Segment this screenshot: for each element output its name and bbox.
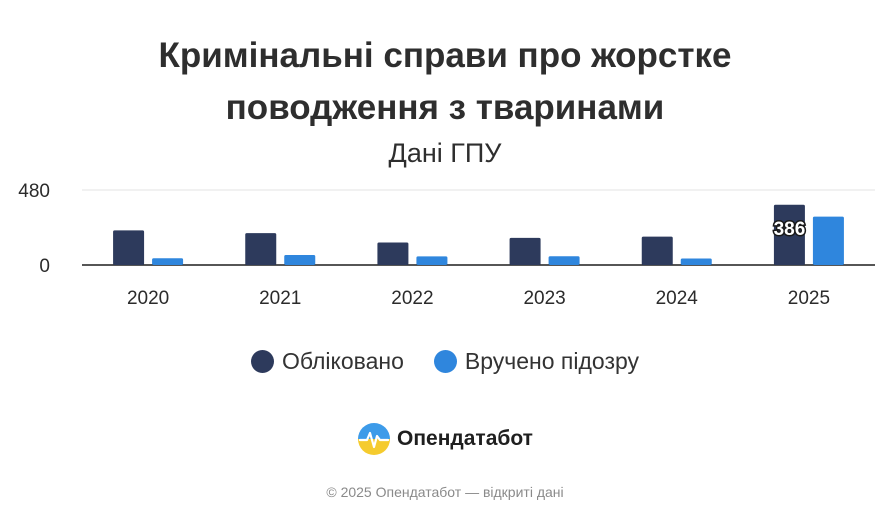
legend: Обліковано Вручено підозру bbox=[0, 348, 890, 375]
y-tick-label: 0 bbox=[39, 256, 50, 277]
bar-registered-2020 bbox=[113, 230, 145, 265]
chart-title-line-2: поводження з тваринами bbox=[225, 88, 665, 127]
legend-swatch-suspicion bbox=[433, 350, 457, 373]
bar-suspicion-2023 bbox=[548, 256, 580, 265]
x-tick-label: 2022 bbox=[391, 288, 433, 309]
brand[interactable]: Опендатабот bbox=[0, 422, 890, 456]
bar-suspicion-2024 bbox=[680, 258, 712, 265]
y-tick-label: 480 bbox=[18, 181, 50, 202]
footer-copyright: © 2025 Опендатабот — відкриті дані bbox=[326, 484, 564, 500]
x-tick-label: 2021 bbox=[259, 288, 301, 309]
bar-suspicion-2020 bbox=[152, 258, 184, 265]
bar-registered-2025 bbox=[773, 204, 805, 265]
x-tick-label: 2025 bbox=[788, 288, 830, 309]
bar-suspicion-2022 bbox=[416, 256, 448, 265]
legend-label-suspicion: Вручено підозру bbox=[464, 348, 640, 374]
x-tick-label: 2024 bbox=[656, 288, 699, 309]
chart-title: Кримінальні справи про жорстке поводженн… bbox=[0, 30, 890, 134]
bar-registered-2021 bbox=[245, 233, 277, 265]
legend-label-registered: Обліковано bbox=[281, 348, 404, 374]
legend-item-suspicion[interactable]: Вручено підозру bbox=[433, 348, 640, 375]
bar-registered-2024 bbox=[641, 236, 673, 265]
chart-subtitle: Дані ГПУ bbox=[388, 138, 502, 168]
bar-suspicion-2025 bbox=[812, 216, 844, 265]
bar-registered-2022 bbox=[377, 242, 409, 265]
brand-name: Опендатабот bbox=[397, 427, 533, 450]
bar-suspicion-2021 bbox=[284, 255, 316, 265]
bar-registered-2023 bbox=[509, 237, 541, 265]
legend-swatch-registered bbox=[250, 350, 274, 373]
x-tick-label: 2023 bbox=[523, 288, 565, 309]
chart-title-line-1: Кримінальні справи про жорстке bbox=[158, 36, 732, 75]
heartbeat-logo-icon bbox=[358, 423, 391, 455]
x-tick-label: 2020 bbox=[127, 288, 169, 309]
legend-item-registered[interactable]: Обліковано bbox=[250, 348, 404, 375]
data-label: 386 bbox=[774, 219, 806, 240]
